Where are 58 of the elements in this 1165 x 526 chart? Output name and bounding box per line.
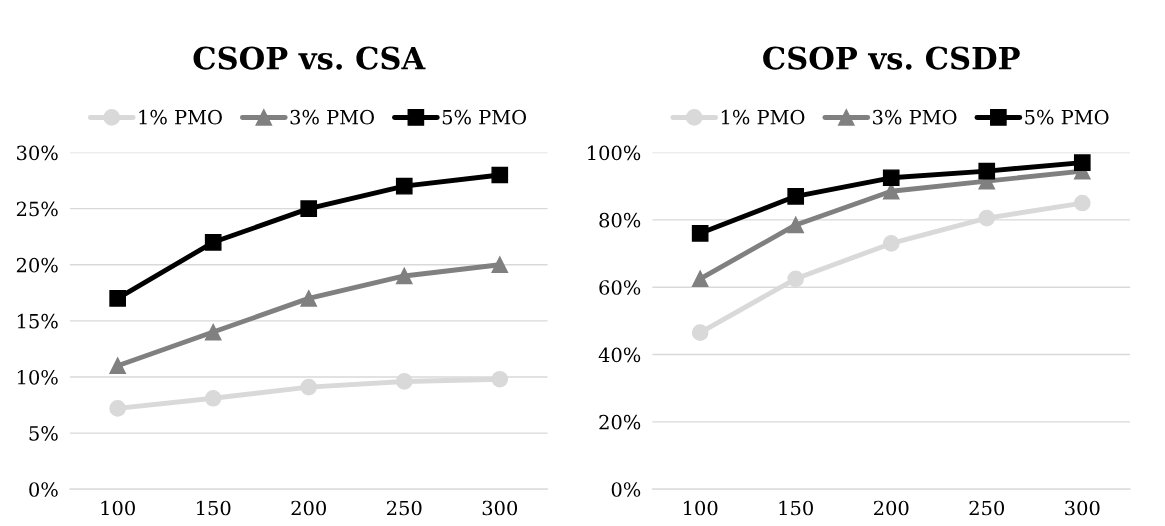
chart-title: CSOP vs. CSA — [193, 46, 426, 70]
point — [787, 216, 805, 234]
x-tick-label: 300 — [1065, 500, 1100, 516]
point — [204, 389, 222, 407]
x-tick-label: 150 — [197, 500, 231, 516]
point — [691, 270, 709, 288]
x-tick-label: 100 — [683, 500, 718, 516]
point — [109, 290, 126, 307]
y-tick-label: 0% — [611, 482, 641, 497]
y-tick-label: 25% — [16, 201, 58, 217]
x-tick-label: 200 — [291, 500, 326, 516]
y-tick-label: 20% — [599, 414, 641, 430]
y-tick-label: 15% — [17, 313, 58, 329]
point — [1073, 154, 1091, 171]
x-tick-label: 100 — [101, 500, 135, 516]
point — [691, 324, 709, 341]
y-tick-label: 80% — [599, 212, 641, 228]
point — [204, 233, 222, 251]
chart-title: CSOP vs. CSDP — [763, 46, 1020, 70]
y-tick-label: 5% — [29, 426, 58, 441]
legend-label: 1% PMO — [139, 109, 222, 125]
legend-label: 3% PMO — [290, 109, 374, 125]
y-tick-label: 20% — [16, 257, 58, 273]
y-tick-label: 40% — [598, 347, 641, 363]
point — [395, 267, 413, 285]
point — [300, 200, 318, 217]
point — [395, 373, 413, 390]
point — [882, 169, 900, 187]
point — [882, 235, 900, 252]
legend-label: 1% PMO — [721, 109, 805, 125]
point — [204, 323, 222, 341]
x-tick-label: 200 — [873, 500, 909, 516]
legend-label: 5% PMO — [1025, 109, 1109, 125]
y-tick-label: 60% — [599, 280, 641, 295]
x-tick-label: 250 — [387, 500, 422, 516]
point — [109, 400, 126, 417]
x-tick-label: 250 — [969, 500, 1005, 516]
point — [491, 166, 509, 184]
point — [1073, 194, 1091, 212]
point — [300, 378, 318, 396]
x-tick-label: 300 — [482, 500, 518, 516]
legend-label: 3% PMO — [873, 109, 957, 125]
point — [978, 209, 996, 227]
point — [787, 270, 805, 288]
point — [691, 224, 709, 242]
point — [109, 357, 126, 375]
y-tick-label: 0% — [29, 482, 58, 497]
point — [491, 370, 509, 388]
y-tick-label: 30% — [17, 145, 58, 161]
y-tick-label: 100% — [588, 145, 641, 161]
point — [787, 187, 805, 205]
legend-label: 5% PMO — [442, 109, 527, 125]
point — [300, 290, 318, 307]
y-tick-label: 10% — [17, 369, 58, 385]
point — [491, 256, 509, 274]
point — [978, 162, 996, 180]
point — [395, 177, 413, 195]
x-tick-label: 150 — [779, 500, 813, 516]
